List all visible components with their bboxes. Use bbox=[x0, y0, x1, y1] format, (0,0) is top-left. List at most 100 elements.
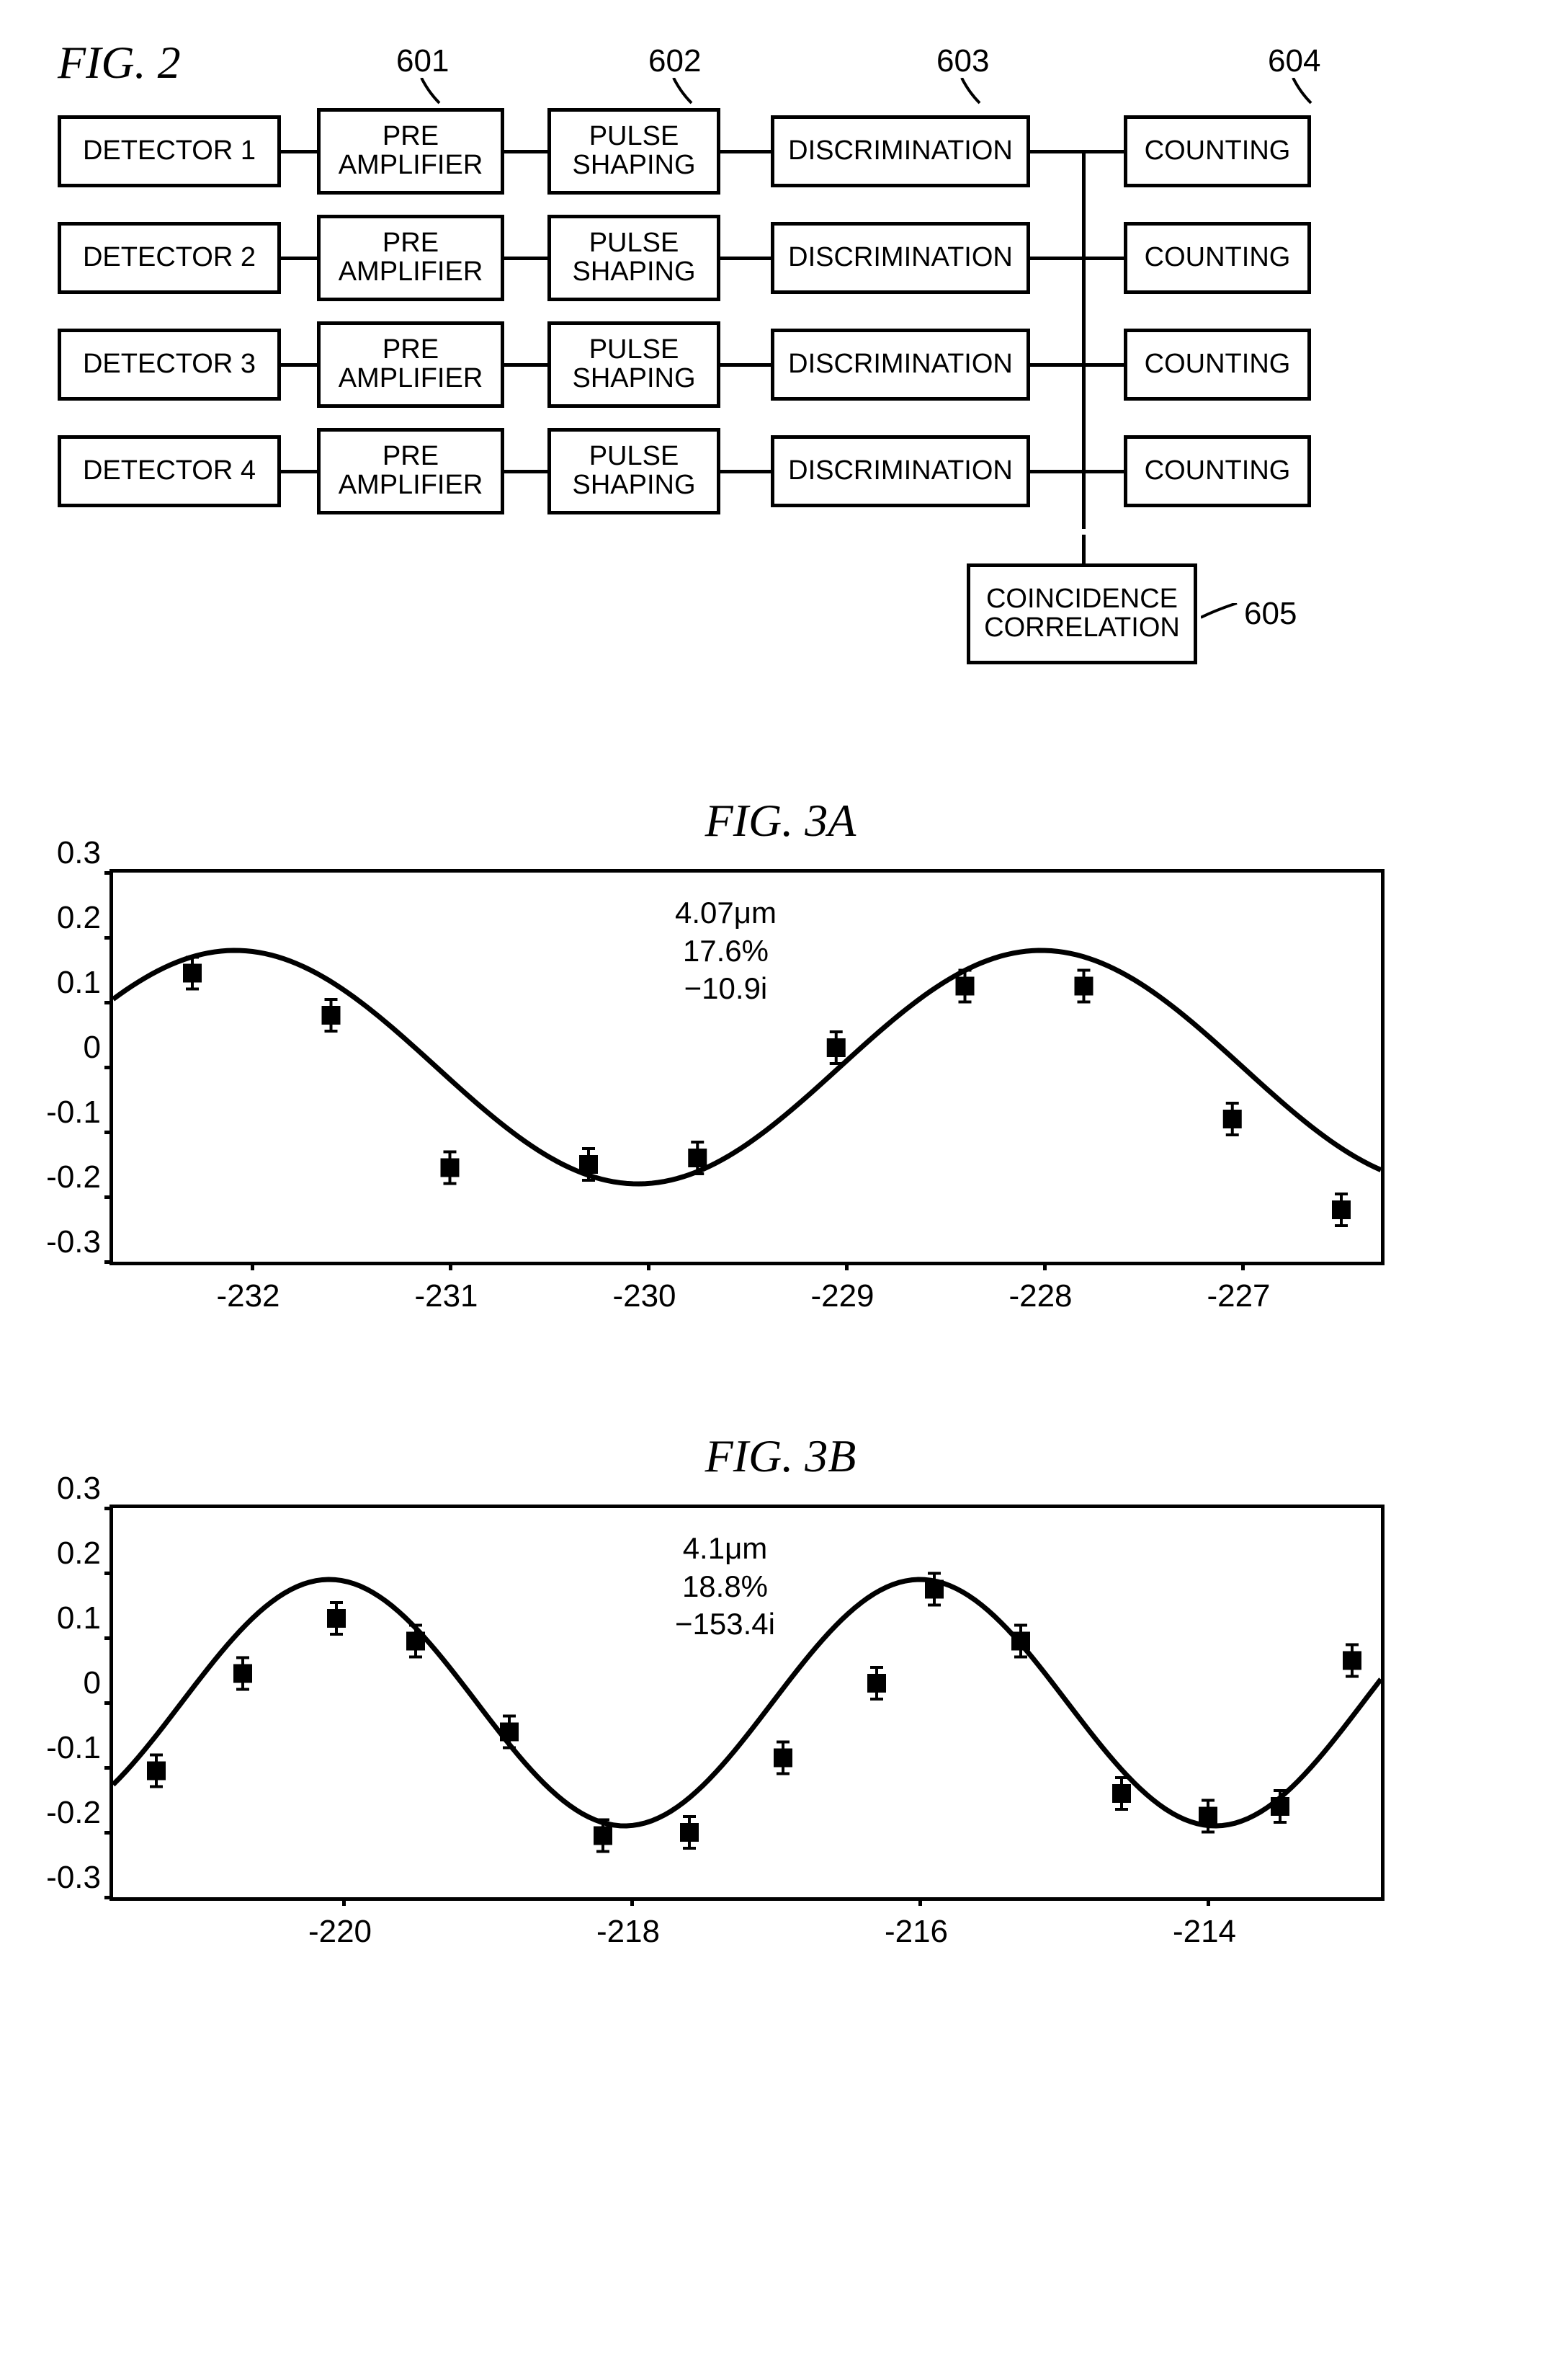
figure-3a-title: FIG. 3A bbox=[58, 794, 1503, 847]
y-tick bbox=[104, 1507, 113, 1510]
detector-box: DETECTOR 1 bbox=[58, 115, 281, 187]
x-tick-label: -227 bbox=[1207, 1278, 1270, 1314]
connector bbox=[1030, 150, 1124, 153]
x-tick-label: -230 bbox=[612, 1278, 676, 1314]
connector bbox=[281, 150, 317, 153]
y-axis: 0.30.20.10-0.1-0.2-0.3 bbox=[101, 1505, 109, 1894]
data-point bbox=[579, 1155, 598, 1174]
data-point bbox=[1223, 1110, 1242, 1128]
discrimination-box: DISCRIMINATION bbox=[771, 115, 1030, 187]
y-tick bbox=[104, 1896, 113, 1899]
data-point bbox=[774, 1749, 792, 1768]
data-point bbox=[1343, 1652, 1361, 1670]
x-tick-label: -232 bbox=[216, 1278, 279, 1314]
data-point bbox=[680, 1823, 699, 1842]
connector bbox=[281, 257, 317, 260]
y-tick bbox=[104, 1066, 113, 1069]
chart-annotation: 4.1μm18.8%−153.4i bbox=[675, 1530, 775, 1644]
fig2-chains: DETECTOR 1 PREAMPLIFIER PULSESHAPING DISCRI… bbox=[58, 101, 1503, 514]
ref-604: 604 bbox=[1268, 43, 1320, 79]
x-tick-label: -220 bbox=[308, 1914, 372, 1950]
data-point bbox=[1011, 1632, 1030, 1651]
connector bbox=[281, 363, 317, 367]
preamp-box: PREAMPLIFIER bbox=[317, 215, 504, 301]
plot-frame: 4.1μm18.8%−153.4i bbox=[109, 1505, 1385, 1901]
counting-box: COUNTING bbox=[1124, 329, 1311, 401]
data-point bbox=[322, 1006, 341, 1025]
connector bbox=[1030, 470, 1124, 473]
connector bbox=[1030, 363, 1124, 367]
data-point bbox=[827, 1038, 846, 1057]
data-point bbox=[147, 1762, 166, 1780]
y-tick bbox=[104, 1195, 113, 1199]
data-point bbox=[688, 1149, 707, 1167]
connector bbox=[720, 363, 771, 367]
data-point bbox=[233, 1664, 252, 1683]
connector bbox=[720, 470, 771, 473]
y-tick bbox=[104, 1831, 113, 1835]
y-axis: 0.30.20.10-0.1-0.2-0.3 bbox=[101, 869, 109, 1258]
x-tick bbox=[1207, 1897, 1210, 1906]
x-tick-label: -214 bbox=[1173, 1914, 1236, 1950]
x-tick bbox=[845, 1262, 849, 1270]
connector bbox=[1082, 471, 1086, 529]
x-tick-label: -231 bbox=[414, 1278, 478, 1314]
connector bbox=[1030, 257, 1124, 260]
figure-3a: FIG. 3A 0.30.20.10-0.1-0.2-0.34.07μm17.6… bbox=[58, 794, 1503, 1314]
ref-tick-605 bbox=[1201, 603, 1244, 632]
x-tick bbox=[630, 1897, 634, 1906]
connector bbox=[504, 150, 547, 153]
x-tick bbox=[449, 1262, 452, 1270]
chain-row: DETECTOR 3 PREAMPLIFIER PULSESHAPING DISCRI… bbox=[58, 321, 1503, 408]
discrimination-box: DISCRIMINATION bbox=[771, 329, 1030, 401]
coincidence-box: COINCIDENCE CORRELATION bbox=[967, 563, 1197, 664]
data-point bbox=[327, 1609, 346, 1628]
x-tick bbox=[1241, 1262, 1245, 1270]
counting-box: COUNTING bbox=[1124, 435, 1311, 507]
x-tick bbox=[647, 1262, 650, 1270]
y-tick bbox=[104, 1636, 113, 1640]
detector-box: DETECTOR 3 bbox=[58, 329, 281, 401]
coinc-line2: CORRELATION bbox=[984, 614, 1180, 643]
ref-601: 601 bbox=[396, 43, 449, 79]
ref-603: 603 bbox=[936, 43, 989, 79]
connector bbox=[720, 257, 771, 260]
data-point bbox=[867, 1674, 886, 1693]
coinc-vert-line bbox=[1082, 535, 1086, 563]
detector-box: DETECTOR 4 bbox=[58, 435, 281, 507]
connector bbox=[281, 470, 317, 473]
x-tick-label: -218 bbox=[596, 1914, 660, 1950]
discrimination-box: DISCRIMINATION bbox=[771, 222, 1030, 294]
coincidence-row: COINCIDENCE CORRELATION 605 bbox=[58, 535, 1503, 679]
y-tick bbox=[104, 1260, 113, 1264]
discrimination-box: DISCRIMINATION bbox=[771, 435, 1030, 507]
y-tick bbox=[104, 936, 113, 940]
chart-3a: 0.30.20.10-0.1-0.2-0.34.07μm17.6%−10.9i-… bbox=[58, 869, 1503, 1314]
x-tick bbox=[1043, 1262, 1047, 1270]
pulse-shaping-box: PULSESHAPING bbox=[547, 321, 720, 408]
pulse-shaping-box: PULSESHAPING bbox=[547, 108, 720, 195]
preamp-box: PREAMPLIFIER bbox=[317, 108, 504, 195]
data-point bbox=[1332, 1200, 1351, 1219]
x-tick bbox=[918, 1897, 922, 1906]
preamp-box: PREAMPLIFIER bbox=[317, 321, 504, 408]
y-tick bbox=[104, 1001, 113, 1004]
data-point bbox=[441, 1159, 460, 1177]
y-tick bbox=[104, 1701, 113, 1705]
x-tick-label: -229 bbox=[810, 1278, 874, 1314]
counting-box: COUNTING bbox=[1124, 222, 1311, 294]
chain-row: DETECTOR 2PREAMPLIFIERPULSESHAPINGDISCRI… bbox=[58, 215, 1503, 301]
preamp-box: PREAMPLIFIER bbox=[317, 428, 504, 514]
ref-602: 602 bbox=[648, 43, 701, 79]
coinc-line1: COINCIDENCE bbox=[986, 585, 1178, 614]
x-tick bbox=[342, 1897, 346, 1906]
data-point bbox=[406, 1632, 425, 1651]
figure-3b: FIG. 3B 0.30.20.10-0.1-0.2-0.34.1μm18.8%… bbox=[58, 1430, 1503, 1950]
chart-3b: 0.30.20.10-0.1-0.2-0.3 4.1μm18.8%−153.4i -… bbox=[58, 1505, 1503, 1950]
data-point bbox=[1112, 1784, 1131, 1803]
chain-row: DETECTOR 4PREAMPLIFIERPULSESHAPINGDISCRI… bbox=[58, 428, 1503, 514]
x-tick bbox=[251, 1262, 254, 1270]
connector bbox=[504, 363, 547, 367]
data-point bbox=[183, 964, 202, 983]
data-point bbox=[956, 977, 975, 996]
